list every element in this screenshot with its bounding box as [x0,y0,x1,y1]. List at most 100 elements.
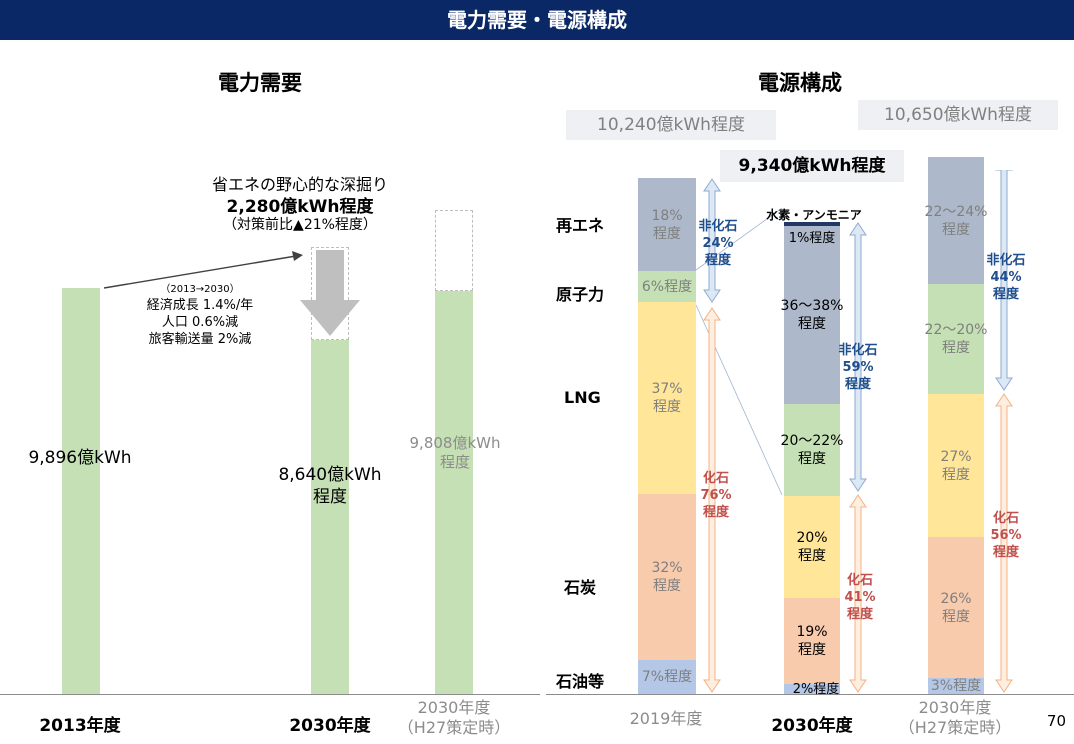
seg-label: 程度 [653,225,681,242]
seg-2019-oil: 7%程度 [638,660,696,694]
seg-label: 程度 [653,399,681,415]
seg-h27-coal: 26% 程度 [928,537,984,678]
arrow-label: 59% [842,360,874,375]
bar-h27-ghost [435,210,473,291]
arrow-label: 非化石 [986,253,1026,268]
nonfossil-2030: 非化石 59% 程度 [830,342,886,393]
fossil-2019: 化石 76% 程度 [688,470,744,521]
arrow-label: 化石 [992,511,1019,526]
bar-2030-label-2: 程度 [313,487,347,507]
arrow-label: 程度 [992,545,1019,560]
mix-xlabel-h27-1: 2030年度 [918,698,992,717]
arrow-label: 非化石 [698,219,738,234]
seg-2030-renewable: 36～38% 程度 [781,226,843,404]
seg-label: 26% [940,590,972,607]
source-label-coal: 石炭 [564,578,597,597]
seg-label: 3%程度 [930,678,982,694]
arrows-svg [703,170,1013,693]
callout-line-2: 2,280億kWh程度 [226,197,374,217]
seg-2030-coal: 19% 程度 [784,598,840,684]
source-label-oil: 石油等 [556,672,605,691]
seg-h27-lng: 27% 程度 [928,394,984,537]
seg-label: 程度 [942,340,970,356]
bar-2013-label: 9,896億kWh [28,448,132,468]
mix-baseline [546,694,1074,695]
mix-xlabel-2019: 2019年度 [629,709,703,728]
seg-label: 36～38% [780,298,844,314]
mix-col-2019: 18% 程度 6%程度 37% 程度 32% 程度 7%程度 [638,178,696,694]
seg-2019-lng: 37% 程度 [638,302,696,494]
seg-h27-nuclear: 22～20% 程度 [925,284,987,394]
arrow-label: 程度 [702,505,729,520]
nonfossil-h27: 非化石 44% 程度 [978,252,1034,303]
callout-line-3: （対策前比▲21%程度） [223,217,377,233]
seg-label: 20～22% [780,433,844,449]
mix-xlabel-2030: 2030年度 [771,716,853,736]
demand-xlabel-h27-2: （H27策定時） [397,718,511,737]
arrow-label: 41% [844,590,876,605]
arrow-label: 程度 [704,253,731,268]
seg-label: 37% [651,381,683,397]
seg-label: 程度 [798,642,826,658]
page-title: 電力需要・電源構成 [447,8,627,32]
arrow-label: 程度 [844,377,871,392]
demand-xlabel-2013: 2013年度 [39,716,121,736]
seg-2030-nuclear: 20～22% 程度 [781,404,843,496]
seg-label: 22～24% [924,203,988,220]
seg-label: 32% [651,560,683,576]
bar-h27-label-2: 程度 [439,453,470,471]
seg-label: 19% [796,624,828,640]
fossil-2030: 化石 41% 程度 [832,572,888,623]
seg-label: 7%程度 [641,669,693,685]
total-2030: 9,340億kWh程度 [720,150,904,182]
nonfossil-2019: 非化石 24% 程度 [690,218,746,269]
seg-label: 22～20% [924,322,988,338]
seg-2019-nuclear: 6%程度 [638,271,696,302]
seg-2030-lng: 20% 程度 [784,496,840,598]
down-arrow-icon [300,250,360,336]
seg-label: 程度 [942,608,970,625]
demand-xlabel-2030: 2030年度 [289,716,371,736]
source-label-lng: LNG [564,388,601,407]
arrow-label: 化石 [846,573,873,588]
fossil-h27: 化石 56% 程度 [978,510,1034,561]
assumption-transport: 旅客輸送量 2%減 [148,332,252,347]
seg-2019-coal: 32% 程度 [638,494,696,660]
seg-label: 程度 [942,221,970,238]
mix-title: 電源構成 [758,71,842,95]
source-label-nuclear: 原子力 [556,285,605,304]
seg-2030-oil-label: 2%程度 [792,682,840,697]
callout-line-1: 省エネの野心的な深掘り [211,175,388,194]
seg-2030-hydrogen-label: 1%程度 [788,231,836,246]
assumption-header: （2013→2030） [160,284,240,295]
demand-xlabel-h27-1: 2030年度 [417,698,491,717]
seg-label: 程度 [798,548,826,564]
bar-2013 [62,288,100,694]
mix-xlabel-h27-2: （H27策定時） [898,718,1012,737]
mix-col-2030: 36～38% 程度 20～22% 程度 20% 程度 19% 程度 [781,222,843,694]
arrow-label: 化石 [702,471,729,486]
hydrogen-label: 水素・アンモニア [766,208,862,222]
mix-col-h27: 22～24% 程度 22～20% 程度 27% 程度 26% 程度 3%程度 [925,157,987,694]
seg-2019-renewable: 18% 程度 [638,178,696,271]
total-2019: 10,240億kWh程度 [566,110,776,140]
double-arrow-icon [703,170,1013,693]
arrow-label: 非化石 [838,343,878,358]
seg-label: 27% [940,448,972,465]
seg-label: 6%程度 [641,278,693,295]
total-h27: 10,650億kWh程度 [858,100,1058,130]
bar-2030-label-1: 8,640億kWh [278,465,382,485]
bar-h27 [435,291,473,694]
seg-label: 18% [651,207,683,224]
arrow-label: 44% [990,270,1022,285]
arrow-label: 程度 [846,607,873,622]
seg-2030-hydrogen [784,222,840,226]
source-label-renewable: 再エネ [556,216,605,235]
seg-label: 程度 [942,466,970,483]
assumption-growth: 経済成長 1.4%/年 [146,298,254,313]
seg-label: 程度 [798,316,826,332]
arrow-label: 24% [702,236,734,251]
demand-title: 電力需要 [218,71,302,95]
arrow-label: 56% [990,528,1022,543]
arrow-label: 程度 [992,287,1019,302]
